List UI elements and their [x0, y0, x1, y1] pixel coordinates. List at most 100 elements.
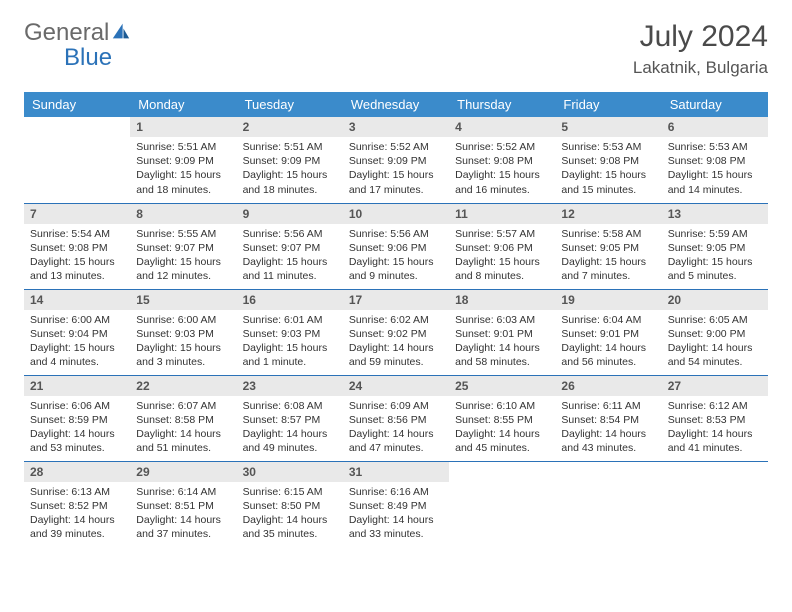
day-number: 26 [555, 376, 661, 396]
daylight-text: Daylight: 14 hours and 39 minutes. [30, 513, 124, 541]
sunrise-text: Sunrise: 5:52 AM [349, 140, 443, 154]
sunset-text: Sunset: 8:53 PM [668, 413, 762, 427]
day-details: Sunrise: 6:00 AMSunset: 9:04 PMDaylight:… [24, 310, 130, 374]
day-details: Sunrise: 5:59 AMSunset: 9:05 PMDaylight:… [662, 224, 768, 288]
daylight-text: Daylight: 14 hours and 43 minutes. [561, 427, 655, 455]
sunrise-text: Sunrise: 6:05 AM [668, 313, 762, 327]
day-details: Sunrise: 6:07 AMSunset: 8:58 PMDaylight:… [130, 396, 236, 460]
day-number: 11 [449, 204, 555, 224]
title-block: July 2024 Lakatnik, Bulgaria [633, 20, 768, 78]
daylight-text: Daylight: 15 hours and 8 minutes. [455, 255, 549, 283]
sunset-text: Sunset: 9:09 PM [136, 154, 230, 168]
sunset-text: Sunset: 9:06 PM [455, 241, 549, 255]
day-number: 25 [449, 376, 555, 396]
sunrise-text: Sunrise: 5:57 AM [455, 227, 549, 241]
brand-logo: GeneralBlue [24, 20, 130, 70]
daylight-text: Daylight: 14 hours and 37 minutes. [136, 513, 230, 541]
day-number: 16 [237, 290, 343, 310]
calendar-cell: 13Sunrise: 5:59 AMSunset: 9:05 PMDayligh… [662, 203, 768, 289]
calendar-cell [24, 117, 130, 203]
sunrise-text: Sunrise: 5:54 AM [30, 227, 124, 241]
day-number: 30 [237, 462, 343, 482]
sunrise-text: Sunrise: 5:56 AM [243, 227, 337, 241]
day-details: Sunrise: 6:04 AMSunset: 9:01 PMDaylight:… [555, 310, 661, 374]
calendar-cell: 11 Sunrise: 5:57 AMSunset: 9:06 PMDayligh… [449, 203, 555, 289]
day-number: 2 [237, 117, 343, 137]
day-number: 31 [343, 462, 449, 482]
calendar-cell: 19Sunrise: 6:04 AMSunset: 9:01 PMDayligh… [555, 289, 661, 375]
calendar-cell: 8Sunrise: 5:55 AMSunset: 9:07 PMDaylight… [130, 203, 236, 289]
sunrise-text: Sunrise: 6:16 AM [349, 485, 443, 499]
sunset-text: Sunset: 8:49 PM [349, 499, 443, 513]
calendar-cell: 22Sunrise: 6:07 AMSunset: 8:58 PMDayligh… [130, 375, 236, 461]
day-number: 8 [130, 204, 236, 224]
day-details: Sunrise: 6:01 AMSunset: 9:03 PMDaylight:… [237, 310, 343, 374]
sunrise-text: Sunrise: 5:58 AM [561, 227, 655, 241]
sunset-text: Sunset: 8:59 PM [30, 413, 124, 427]
day-details: Sunrise: 5:51 AMSunset: 9:09 PMDaylight:… [237, 137, 343, 201]
day-number: 15 [130, 290, 236, 310]
day-number: 24 [343, 376, 449, 396]
sunrise-text: Sunrise: 6:13 AM [30, 485, 124, 499]
day-details: Sunrise: 5:54 AMSunset: 9:08 PMDaylight:… [24, 224, 130, 288]
sunrise-text: Sunrise: 5:55 AM [136, 227, 230, 241]
sunset-text: Sunset: 9:09 PM [243, 154, 337, 168]
day-number: 10 [343, 204, 449, 224]
day-number: 7 [24, 204, 130, 224]
day-details: Sunrise: 5:52 AMSunset: 9:08 PMDaylight:… [449, 137, 555, 201]
sunrise-text: Sunrise: 6:00 AM [136, 313, 230, 327]
sunset-text: Sunset: 8:54 PM [561, 413, 655, 427]
day-number: 13 [662, 204, 768, 224]
daylight-text: Daylight: 15 hours and 16 minutes. [455, 168, 549, 196]
sunrise-text: Sunrise: 6:15 AM [243, 485, 337, 499]
day-number: 4 [449, 117, 555, 137]
sunset-text: Sunset: 9:00 PM [668, 327, 762, 341]
day-details: Sunrise: 5:58 AMSunset: 9:05 PMDaylight:… [555, 224, 661, 288]
day-number: 1 [130, 117, 236, 137]
day-number: 17 [343, 290, 449, 310]
sunset-text: Sunset: 9:05 PM [668, 241, 762, 255]
calendar-cell: 31Sunrise: 6:16 AMSunset: 8:49 PMDayligh… [343, 461, 449, 547]
calendar-cell: 25Sunrise: 6:10 AMSunset: 8:55 PMDayligh… [449, 375, 555, 461]
calendar-cell: 24Sunrise: 6:09 AMSunset: 8:56 PMDayligh… [343, 375, 449, 461]
sunset-text: Sunset: 9:08 PM [561, 154, 655, 168]
day-details: Sunrise: 5:56 AMSunset: 9:06 PMDaylight:… [343, 224, 449, 288]
calendar-cell: 28Sunrise: 6:13 AMSunset: 8:52 PMDayligh… [24, 461, 130, 547]
calendar-cell: 9Sunrise: 5:56 AMSunset: 9:07 PMDaylight… [237, 203, 343, 289]
sunset-text: Sunset: 9:03 PM [136, 327, 230, 341]
sunset-text: Sunset: 9:09 PM [349, 154, 443, 168]
calendar-cell: 27Sunrise: 6:12 AMSunset: 8:53 PMDayligh… [662, 375, 768, 461]
calendar-cell: 20Sunrise: 6:05 AMSunset: 9:00 PMDayligh… [662, 289, 768, 375]
sunset-text: Sunset: 9:04 PM [30, 327, 124, 341]
sunrise-text: Sunrise: 5:51 AM [243, 140, 337, 154]
sunset-text: Sunset: 9:08 PM [30, 241, 124, 255]
calendar-cell: 2Sunrise: 5:51 AMSunset: 9:09 PMDaylight… [237, 117, 343, 203]
sunrise-text: Sunrise: 6:12 AM [668, 399, 762, 413]
day-header: Tuesday [237, 92, 343, 117]
calendar-week: 21Sunrise: 6:06 AMSunset: 8:59 PMDayligh… [24, 375, 768, 461]
calendar-cell: 26Sunrise: 6:11 AMSunset: 8:54 PMDayligh… [555, 375, 661, 461]
day-details: Sunrise: 6:11 AMSunset: 8:54 PMDaylight:… [555, 396, 661, 460]
daylight-text: Daylight: 15 hours and 11 minutes. [243, 255, 337, 283]
sunrise-text: Sunrise: 6:09 AM [349, 399, 443, 413]
day-number: 3 [343, 117, 449, 137]
page-header: GeneralBlue July 2024 Lakatnik, Bulgaria [24, 20, 768, 78]
daylight-text: Daylight: 15 hours and 7 minutes. [561, 255, 655, 283]
sunset-text: Sunset: 8:51 PM [136, 499, 230, 513]
day-details: Sunrise: 6:15 AMSunset: 8:50 PMDaylight:… [237, 482, 343, 546]
daylight-text: Daylight: 15 hours and 18 minutes. [243, 168, 337, 196]
day-number: 9 [237, 204, 343, 224]
daylight-text: Daylight: 15 hours and 17 minutes. [349, 168, 443, 196]
sunrise-text: Sunrise: 5:52 AM [455, 140, 549, 154]
sunset-text: Sunset: 9:01 PM [455, 327, 549, 341]
daylight-text: Daylight: 15 hours and 5 minutes. [668, 255, 762, 283]
daylight-text: Daylight: 15 hours and 3 minutes. [136, 341, 230, 369]
sunrise-text: Sunrise: 5:51 AM [136, 140, 230, 154]
daylight-text: Daylight: 14 hours and 49 minutes. [243, 427, 337, 455]
day-details: Sunrise: 6:05 AMSunset: 9:00 PMDaylight:… [662, 310, 768, 374]
day-number: 19 [555, 290, 661, 310]
sunrise-text: Sunrise: 6:06 AM [30, 399, 124, 413]
day-details: Sunrise: 6:06 AMSunset: 8:59 PMDaylight:… [24, 396, 130, 460]
calendar-cell: 18Sunrise: 6:03 AMSunset: 9:01 PMDayligh… [449, 289, 555, 375]
calendar-body: 1Sunrise: 5:51 AMSunset: 9:09 PMDaylight… [24, 117, 768, 547]
